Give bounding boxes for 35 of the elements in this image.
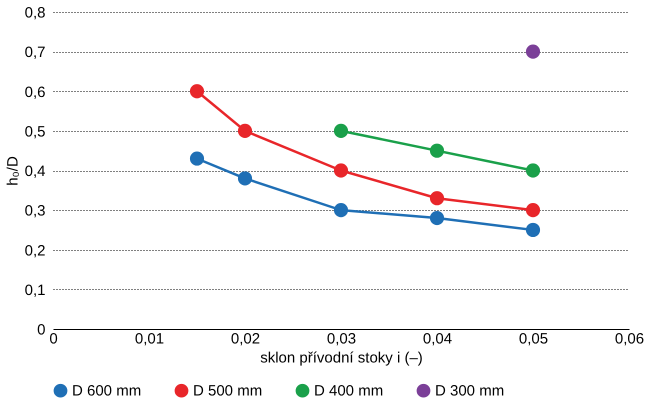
x-tick-label: 0 bbox=[49, 330, 58, 348]
point bbox=[526, 163, 540, 178]
point bbox=[334, 163, 348, 178]
y-tick-label: 0,2 bbox=[24, 242, 46, 260]
y-tick-label: 0,4 bbox=[24, 163, 46, 180]
point bbox=[190, 152, 204, 166]
point bbox=[430, 210, 444, 226]
point bbox=[526, 203, 540, 218]
legend-label: D 600 mm bbox=[72, 382, 142, 400]
y-tick-label: 0,5 bbox=[24, 123, 46, 140]
legend-label: D 500 mm bbox=[193, 382, 262, 400]
y-tick-label: 0,6 bbox=[24, 84, 46, 101]
legend-label: D 300 mm bbox=[435, 382, 504, 400]
y-tick-label: 0,8 bbox=[24, 4, 46, 22]
y-tick-label: 0,7 bbox=[24, 44, 46, 62]
x-tick-label: 0,01 bbox=[134, 330, 164, 348]
x-tick-label: 0,03 bbox=[326, 330, 356, 348]
point bbox=[430, 144, 444, 158]
x-tick-label: 0,02 bbox=[230, 330, 260, 348]
point bbox=[334, 124, 348, 138]
x-tick-label: 0,05 bbox=[518, 330, 548, 348]
y-tick-label: 0,3 bbox=[24, 202, 46, 220]
legend-label: D 400 mm bbox=[314, 382, 384, 400]
x-tick-label: 0,04 bbox=[422, 330, 452, 348]
point bbox=[238, 171, 252, 186]
y-tick-label: 0,1 bbox=[24, 282, 46, 299]
x-tick-label: 0,06 bbox=[614, 330, 644, 348]
point bbox=[526, 222, 540, 237]
point bbox=[526, 44, 540, 59]
x-axis-title: sklon přívodní stoky i (–) bbox=[260, 350, 423, 366]
point bbox=[334, 203, 348, 218]
point bbox=[238, 124, 252, 138]
point bbox=[190, 84, 204, 98]
y-axis-title: h₀/D bbox=[4, 156, 22, 186]
point bbox=[430, 191, 444, 206]
